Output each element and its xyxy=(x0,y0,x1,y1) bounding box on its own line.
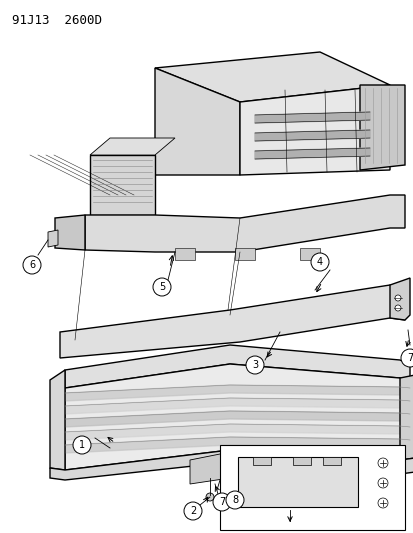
Circle shape xyxy=(225,491,243,509)
Polygon shape xyxy=(254,130,369,141)
Circle shape xyxy=(394,295,400,301)
Text: 5: 5 xyxy=(159,282,165,292)
Polygon shape xyxy=(65,364,409,470)
Circle shape xyxy=(400,349,413,367)
Circle shape xyxy=(377,498,387,508)
Polygon shape xyxy=(90,155,154,215)
Polygon shape xyxy=(50,370,65,470)
Polygon shape xyxy=(175,248,195,260)
Polygon shape xyxy=(65,345,409,388)
Circle shape xyxy=(377,458,387,468)
Polygon shape xyxy=(154,68,240,175)
Polygon shape xyxy=(322,457,340,465)
Polygon shape xyxy=(50,450,413,480)
Polygon shape xyxy=(65,424,409,440)
Text: 2: 2 xyxy=(190,506,196,516)
Polygon shape xyxy=(65,398,409,414)
Circle shape xyxy=(73,436,91,454)
Polygon shape xyxy=(55,215,85,250)
Polygon shape xyxy=(399,375,413,460)
Polygon shape xyxy=(90,138,175,155)
Circle shape xyxy=(245,356,263,374)
Text: 3: 3 xyxy=(252,360,257,370)
Text: 7: 7 xyxy=(218,497,225,507)
Polygon shape xyxy=(254,112,369,123)
Polygon shape xyxy=(252,457,271,465)
Polygon shape xyxy=(292,457,310,465)
Polygon shape xyxy=(65,385,409,401)
Circle shape xyxy=(377,478,387,488)
Text: 6: 6 xyxy=(29,260,35,270)
Circle shape xyxy=(153,278,171,296)
Circle shape xyxy=(23,256,41,274)
Polygon shape xyxy=(299,248,319,260)
Circle shape xyxy=(183,502,202,520)
Polygon shape xyxy=(154,52,389,102)
Text: 7: 7 xyxy=(406,353,412,363)
Polygon shape xyxy=(60,285,404,358)
Polygon shape xyxy=(235,248,254,260)
Polygon shape xyxy=(359,85,404,170)
Text: 1: 1 xyxy=(79,440,85,450)
Polygon shape xyxy=(339,456,357,466)
Polygon shape xyxy=(237,457,357,507)
Circle shape xyxy=(310,253,328,271)
Polygon shape xyxy=(65,411,409,427)
Circle shape xyxy=(212,493,230,511)
Text: 91J13  2600D: 91J13 2600D xyxy=(12,14,102,27)
Polygon shape xyxy=(389,278,409,320)
Polygon shape xyxy=(85,195,404,252)
Circle shape xyxy=(206,493,214,501)
Polygon shape xyxy=(254,148,369,159)
Polygon shape xyxy=(190,452,230,484)
Polygon shape xyxy=(65,437,409,453)
Polygon shape xyxy=(48,230,58,247)
Polygon shape xyxy=(369,456,387,466)
Text: 4: 4 xyxy=(316,257,322,267)
Polygon shape xyxy=(240,85,389,175)
Circle shape xyxy=(394,305,400,311)
Text: 8: 8 xyxy=(231,495,237,505)
FancyBboxPatch shape xyxy=(219,445,404,530)
